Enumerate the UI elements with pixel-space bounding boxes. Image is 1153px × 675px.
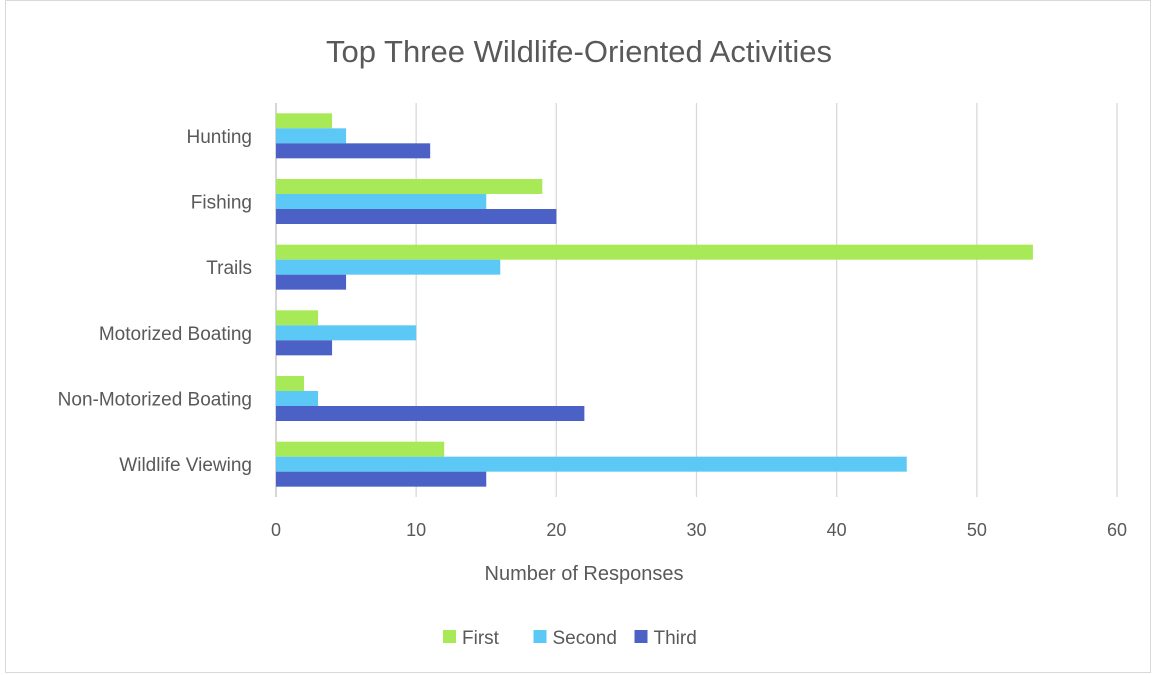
bar bbox=[276, 406, 585, 421]
x-tick-label: 40 bbox=[827, 520, 847, 540]
legend-label: Third bbox=[654, 628, 697, 649]
bar bbox=[276, 376, 305, 391]
bars bbox=[276, 113, 1033, 487]
category-label: Hunting bbox=[187, 127, 253, 148]
x-tick-label: 50 bbox=[967, 520, 987, 540]
legend-swatch bbox=[634, 630, 648, 643]
legend: First Second Third bbox=[443, 628, 697, 649]
bar bbox=[276, 471, 487, 487]
bar bbox=[276, 310, 319, 326]
bar bbox=[276, 325, 417, 341]
bar bbox=[276, 340, 333, 356]
category-label: Wildlife Viewing bbox=[119, 455, 252, 476]
x-tick-labels: 0 10 20 30 40 50 60 bbox=[271, 520, 1127, 540]
x-tick-label: 20 bbox=[546, 520, 566, 540]
bar bbox=[276, 209, 557, 224]
legend-label: Second bbox=[553, 628, 617, 649]
bar bbox=[276, 456, 907, 472]
chart-frame bbox=[5, 0, 1151, 673]
legend-label: First bbox=[462, 628, 500, 649]
bar bbox=[276, 143, 431, 159]
category-label: Trails bbox=[206, 258, 252, 279]
x-tick-label: 0 bbox=[271, 520, 281, 540]
category-labels: Hunting Fishing Trails Motorized Boating Non… bbox=[58, 127, 252, 476]
x-tick-label: 60 bbox=[1107, 520, 1127, 540]
bar bbox=[276, 441, 445, 457]
bar bbox=[276, 179, 543, 194]
bar bbox=[276, 259, 501, 275]
bar bbox=[276, 113, 333, 129]
bar bbox=[276, 244, 1033, 260]
category-label: Fishing bbox=[191, 193, 252, 214]
gridlines bbox=[275, 103, 1118, 497]
category-label: Motorized Boating bbox=[99, 324, 252, 345]
chart-title: Top Three Wildlife-Oriented Activities bbox=[326, 34, 832, 69]
category-label: Non-Motorized Boating bbox=[58, 390, 252, 411]
bar bbox=[276, 128, 347, 144]
legend-swatch bbox=[443, 630, 456, 643]
legend-swatch bbox=[533, 630, 547, 643]
bar bbox=[276, 391, 319, 406]
x-axis-title: Number of Responses bbox=[485, 563, 684, 585]
bar bbox=[276, 274, 347, 290]
bar bbox=[276, 194, 487, 209]
x-tick-label: 10 bbox=[406, 520, 426, 540]
x-tick-label: 30 bbox=[686, 520, 706, 540]
